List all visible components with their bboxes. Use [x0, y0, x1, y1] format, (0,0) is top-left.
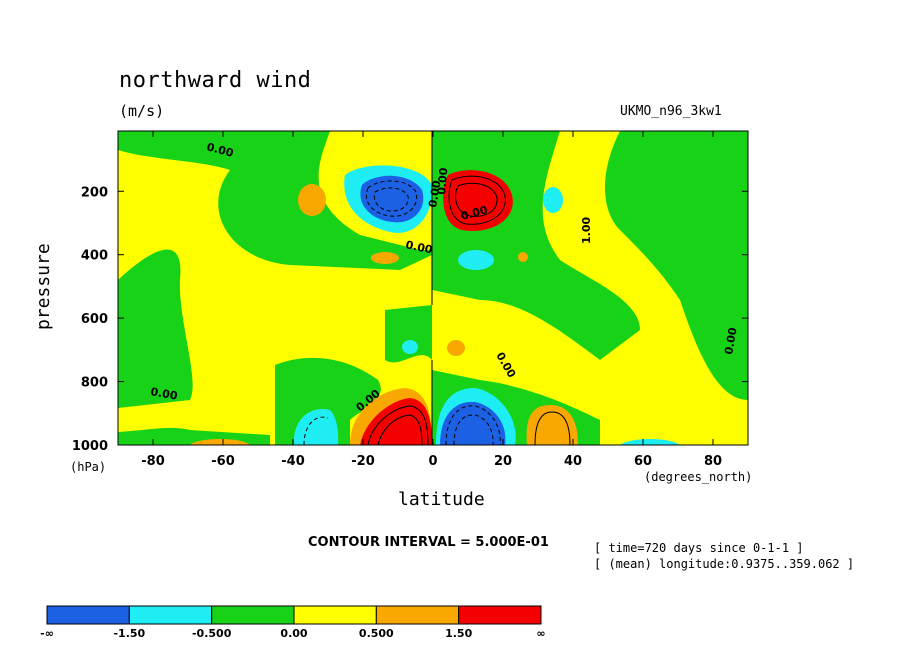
contour-interval-text: CONTOUR INTERVAL = 5.000E-01 [308, 535, 549, 550]
colorbar-label: 0.00 [280, 627, 307, 640]
blob-blue-upper [360, 175, 424, 223]
y-axis-units: (hPa) [70, 460, 107, 474]
contour-label: 0.00 [722, 326, 740, 355]
x-tick-label: -40 [281, 454, 305, 469]
chart-title: northward wind [119, 68, 312, 93]
region-neg-west [118, 131, 432, 270]
x-tick-label: 40 [564, 454, 582, 469]
y-tick-label: 1000 [72, 439, 108, 454]
colorbar-label: 1.50 [445, 627, 472, 640]
colorbar-swatch [375, 605, 460, 625]
x-tick-label: 0 [428, 454, 437, 469]
blob-orange-west [298, 184, 326, 216]
contour-ring-blue-1 [366, 180, 418, 217]
colorbar-label: -∞ [40, 627, 54, 640]
contour-label: 0.00 [149, 385, 178, 403]
colorbar-label: -0.500 [192, 627, 232, 640]
x-axis: -80 -60 -40 -20 0 20 40 60 80 [141, 131, 722, 469]
y-tick-label: 600 [81, 312, 108, 327]
contour-ring-orange-s [534, 411, 571, 445]
units-label: (m/s) [119, 102, 165, 120]
x-tick-label: -20 [351, 454, 375, 469]
colorbar-label: -1.50 [113, 627, 145, 640]
blob-red-lower [360, 398, 432, 445]
contour-ring-lowblue-2 [453, 414, 494, 445]
longitude-info: [ (mean) longitude:0.9375..359.062 ] [594, 557, 855, 571]
time-info: [ time=720 days since 0-1-1 ] [594, 541, 804, 555]
colorbar-swatch [211, 605, 295, 625]
contour-label: 1.00 [580, 217, 593, 244]
contour-ring-lowblue-1 [445, 405, 501, 445]
x-axis-units: (degrees_north) [644, 470, 753, 484]
colorbar-swatch [293, 605, 377, 625]
contour-ring-lowred-1 [367, 405, 429, 445]
contour-lines [303, 131, 571, 445]
blob-orange-edge [190, 438, 250, 445]
blob-orange-dot [518, 252, 528, 262]
contour-field [118, 131, 748, 445]
blob-orange-center [447, 340, 465, 356]
region-neg-west-low [118, 249, 193, 408]
contour-ring-cyan-w [303, 416, 329, 445]
colorbar-swatch [458, 605, 542, 625]
x-tick-label: 80 [704, 454, 722, 469]
x-axis-label: latitude [398, 489, 485, 510]
blob-cyan-right [543, 187, 563, 213]
y-axis-label: pressure [33, 243, 54, 330]
contour-ring-blue-2 [373, 187, 409, 212]
colorbar-label: ∞ [536, 627, 545, 640]
contour-label: 0.00 [435, 167, 450, 196]
region-neg-east [605, 131, 748, 400]
colorbar-swatch [46, 605, 130, 625]
blob-cyan-mid [458, 250, 494, 270]
blob-orange-south [526, 405, 578, 445]
colorbar: -∞ -1.50 -0.500 0.00 0.500 1.50 ∞ [40, 605, 546, 640]
contour-ring-red-1 [448, 175, 506, 225]
y-tick-label: 800 [81, 376, 108, 391]
contour-ring-red-2 [455, 182, 498, 217]
y-tick-label: 400 [81, 249, 108, 264]
colorbar-label: 0.500 [359, 627, 394, 640]
contour-label: 0.00 [404, 238, 434, 256]
contour-ring-lowred-2 [377, 414, 423, 445]
model-label: UKMO_n96_3kw1 [620, 104, 722, 119]
y-tick-label: 200 [81, 185, 108, 200]
colorbar-swatch [128, 605, 213, 625]
x-tick-label: -60 [211, 454, 235, 469]
x-tick-label: 60 [634, 454, 652, 469]
x-tick-label: -80 [141, 454, 165, 469]
contour-label: 0.00 [426, 179, 444, 208]
blob-orange-mid [371, 252, 399, 264]
blob-blue-lower [440, 401, 506, 445]
blob-cyan-edge [620, 439, 680, 445]
x-tick-label: 20 [494, 454, 512, 469]
region-neg-lowcenter [385, 305, 432, 363]
blob-cyan-center [402, 340, 418, 354]
y-axis: 200 400 600 800 1000 [72, 185, 748, 454]
